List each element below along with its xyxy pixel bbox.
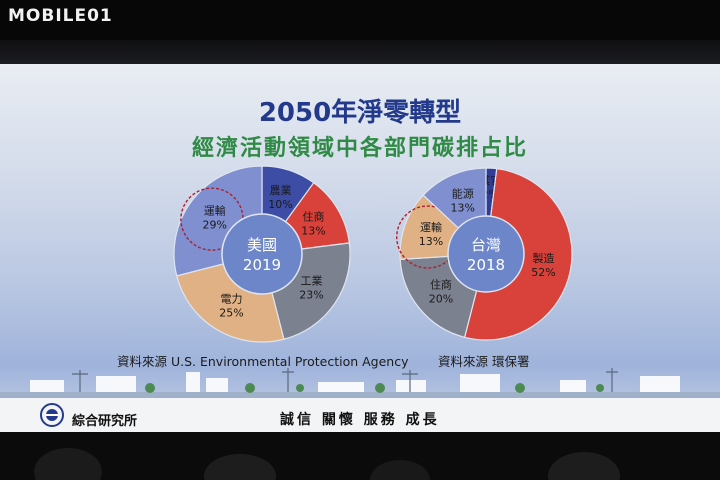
slice-value-1-4: 13% [451,201,475,214]
org-logo-icon [40,403,64,427]
org-name: 綜合研究所 [72,414,138,429]
pie-center-label-0-1: 2019 [243,256,281,274]
slice-label-1-2: 住商 [430,277,452,291]
slice-label-0-3: 電力 [221,293,243,306]
slice-label-0-4: 運輸 [204,203,226,217]
source-us: 資料來源 U.S. Environmental Protection Agenc… [117,354,409,369]
slice-value-1-1: 52% [531,266,555,279]
slice-label-1-3: 運輸 [420,220,442,234]
pie-center-1 [447,215,525,293]
slice-value-0-1: 13% [301,225,325,238]
source-taiwan: 資料來源 環保署 [438,354,530,369]
pie-center-label-1-0: 台灣 [471,236,501,254]
slide-title: 2050年淨零轉型 [258,98,462,128]
slide-subtitle: 經濟活動領域中各部門碳排占比 [191,136,528,161]
watermark-logo: MOBILE01 [8,6,113,26]
slice-value-1-3: 13% [419,235,443,248]
pie-center-0 [221,213,303,295]
slice-label-0-0: 農業 [269,183,291,197]
slice-value-0-4: 29% [202,218,226,231]
slice-value-0-3: 25% [219,307,243,320]
slice-label-1-4: 能源 [452,186,474,200]
slice-value-1-2: 20% [429,292,453,305]
pie-center-label-0-0: 美國 [247,236,277,254]
city-skyline-decoration [0,368,720,398]
screen-frame [0,40,720,66]
motto: 誠信 關懷 服務 成長 [280,412,440,428]
pie-center-label-1-1: 2018 [467,256,505,274]
slice-label-0-1: 住商 [303,210,325,224]
audience-silhouettes [0,432,720,480]
projection-screen [0,64,720,432]
slide-footer [0,398,720,432]
slice-value-0-0: 10% [268,198,292,211]
slice-value-0-2: 23% [299,289,323,302]
slice-label-1-1: 製造 [532,251,554,265]
slice-label-0-2: 工業 [300,275,322,288]
